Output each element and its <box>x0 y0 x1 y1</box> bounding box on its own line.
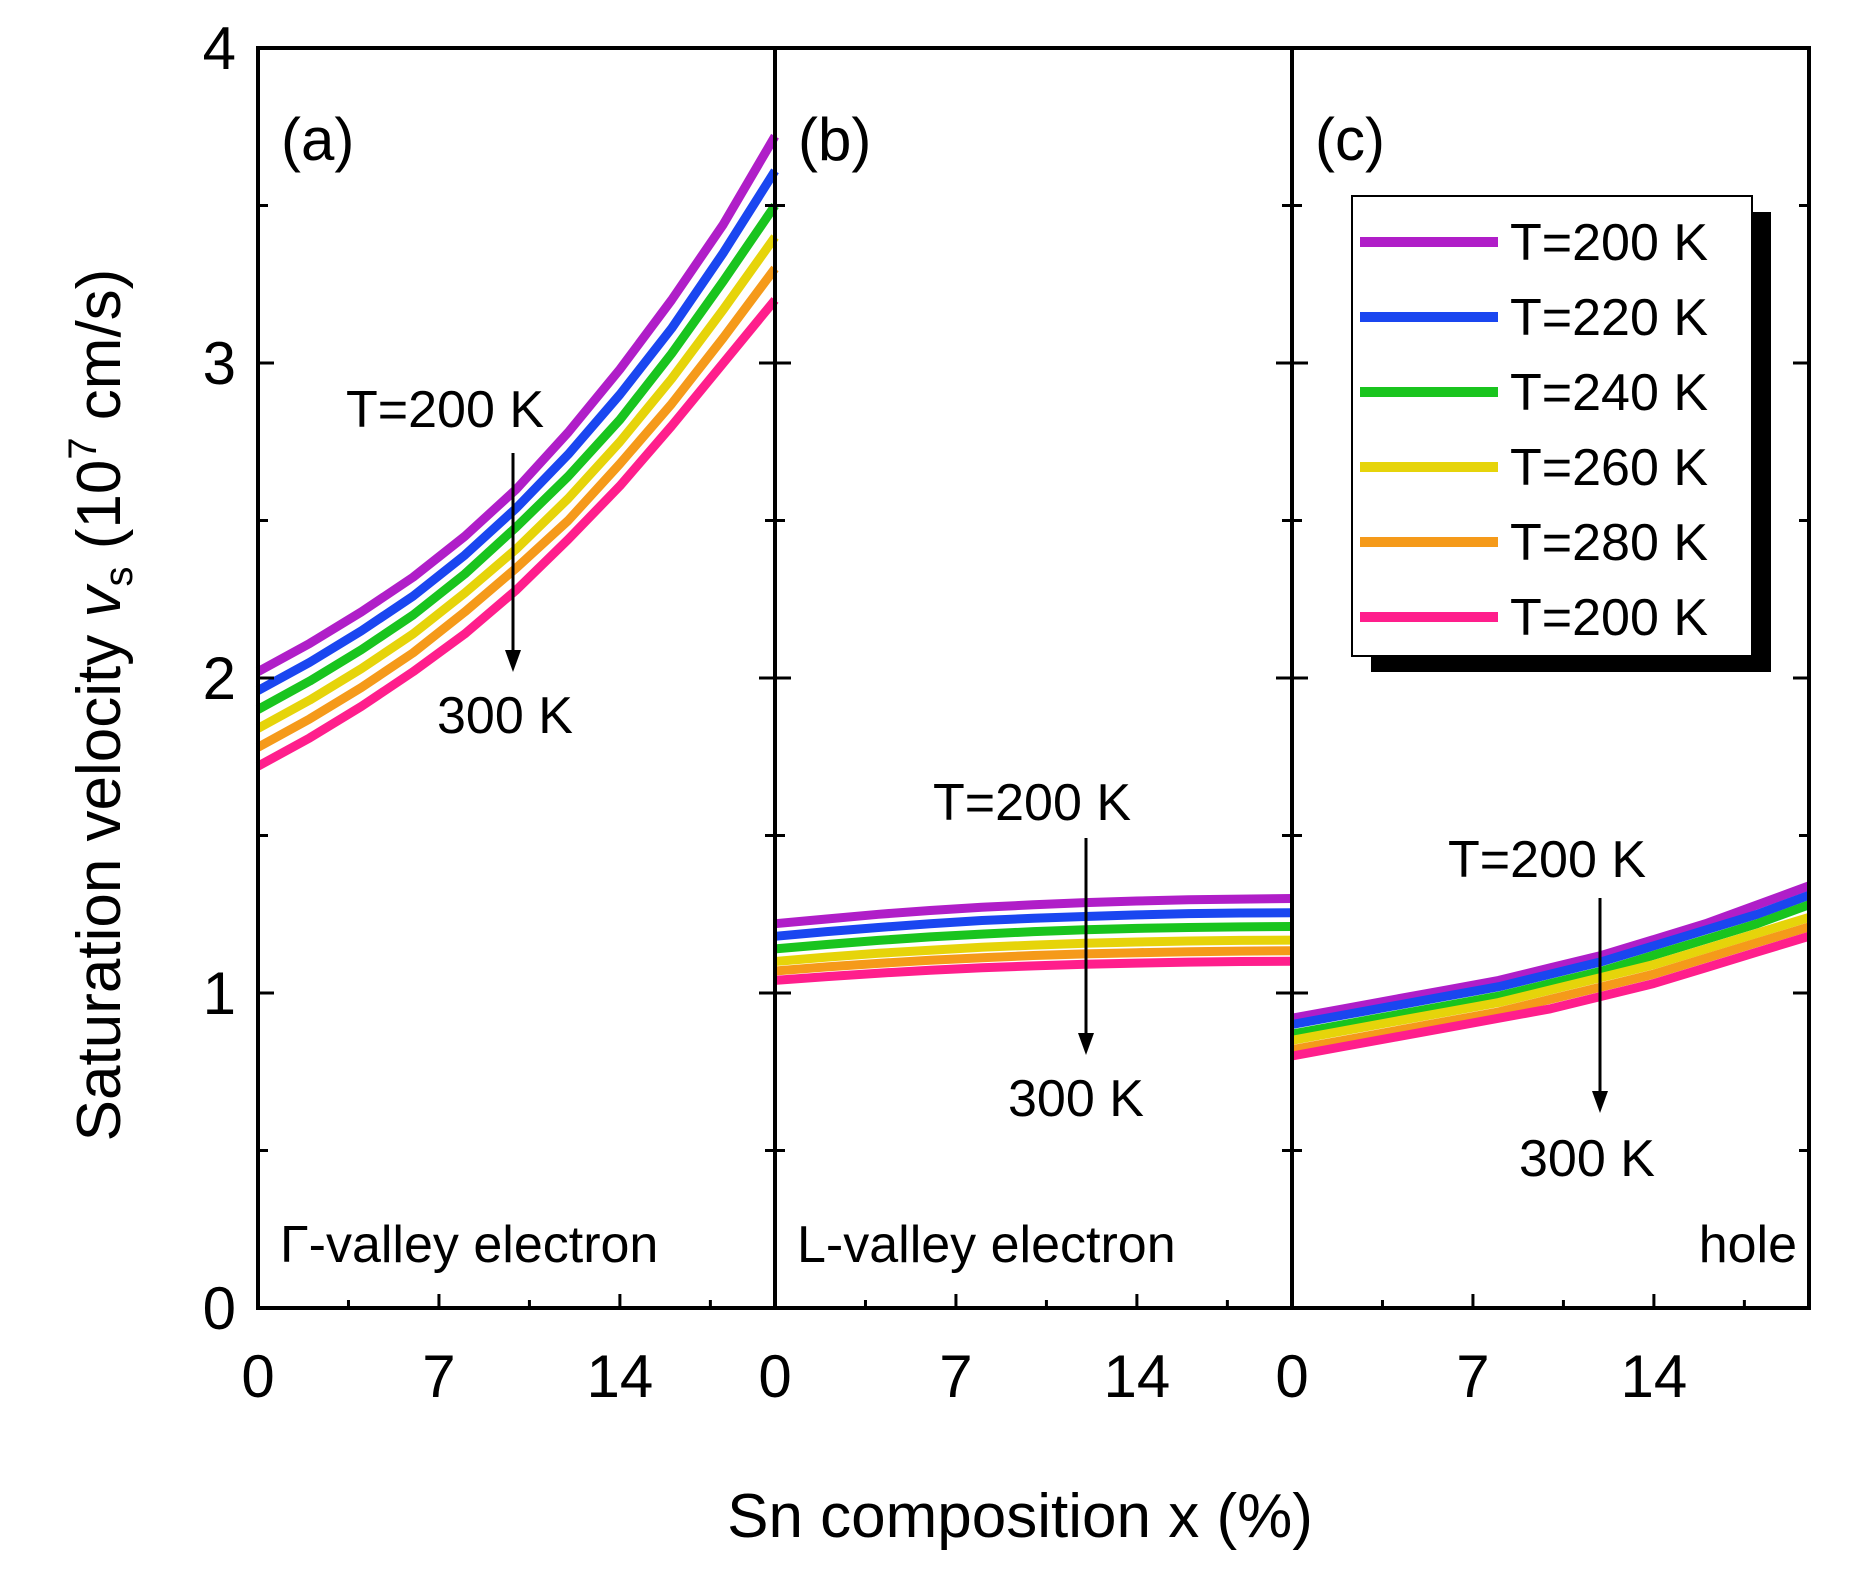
series-line-6 <box>255 297 779 771</box>
annotation-start-temp: T=200 K <box>1448 831 1646 889</box>
series-line-6 <box>774 956 1293 985</box>
legend-box <box>1351 195 1753 657</box>
x-tick-label: 14 <box>1104 1343 1171 1410</box>
panel-a: (a) Γ-valley electron T=200 K 300 K 0 7 14 <box>241 46 779 1410</box>
series-line-3 <box>255 202 779 714</box>
y-axis-title: Saturation velocity vs (107 cm/s) <box>61 269 141 1142</box>
annotation-start-temp: T=200 K <box>933 774 1131 832</box>
series-line-4 <box>255 234 779 733</box>
annotation-end-temp: 300 K <box>437 687 573 745</box>
legend-label: T=280 K <box>1510 514 1708 572</box>
y-tick-label: 0 <box>203 1275 236 1342</box>
series-line-2 <box>1291 891 1811 1029</box>
series-line-5 <box>1291 922 1811 1055</box>
legend-label: T=200 K <box>1510 214 1708 272</box>
panel-b: (b) L-valley electron T=200 K 300 K 0 7 14 <box>758 46 1293 1410</box>
y-tick-label: 4 <box>203 15 236 82</box>
y-tick-label: 3 <box>203 330 236 397</box>
carrier-label: L-valley electron <box>797 1216 1176 1274</box>
annotation-arrow-head <box>1592 1091 1608 1113</box>
legend-label: T=260 K <box>1510 439 1708 497</box>
series-line-1 <box>255 133 779 676</box>
legend-label: T=220 K <box>1510 289 1708 347</box>
panel-label: (a) <box>281 106 354 173</box>
series-line-2 <box>774 908 1293 941</box>
carrier-label: Γ-valley electron <box>280 1216 658 1274</box>
x-tick-label: 0 <box>241 1343 274 1410</box>
series-line-4 <box>1291 913 1811 1045</box>
legend-label: T=240 K <box>1510 364 1708 422</box>
carrier-label: hole <box>1699 1216 1797 1274</box>
y-tick-label: 1 <box>203 960 236 1027</box>
annotation-end-temp: 300 K <box>1008 1070 1144 1128</box>
panel-label: (c) <box>1315 106 1385 173</box>
axes-layer: 0 1 2 3 4 T=200 K T=220 K T=240 K T=260 K T=280 K… <box>203 15 1811 1342</box>
x-tick-label: 0 <box>758 1343 791 1410</box>
series-line-1 <box>774 894 1293 929</box>
series-line-3 <box>1291 900 1811 1039</box>
x-tick-label: 7 <box>422 1343 455 1410</box>
x-axis-title: Sn composition x (%) <box>727 1482 1313 1551</box>
panel-label: (b) <box>798 106 871 173</box>
x-tick-label: 0 <box>1275 1343 1308 1410</box>
series-line-2 <box>255 168 779 695</box>
plot-frame <box>256 46 1811 1310</box>
x-tick-label: 14 <box>587 1343 654 1410</box>
legend-label: T=200 K <box>1510 589 1708 647</box>
x-tick-label: 14 <box>1621 1343 1688 1410</box>
annotation-start-temp: T=200 K <box>346 381 544 439</box>
x-tick-label: 7 <box>1456 1343 1489 1410</box>
series-line-1 <box>1291 881 1811 1023</box>
annotation-arrow-head <box>505 650 521 672</box>
y-tick-label: 2 <box>203 645 236 712</box>
legend: T=200 K T=220 K T=240 K T=260 K T=280 K T=200… <box>1351 195 1771 672</box>
annotation-arrow-head <box>1078 1033 1094 1055</box>
annotation-end-temp: 300 K <box>1519 1130 1655 1188</box>
plot-layer: (a) Γ-valley electron T=200 K 300 K 0 7 14 (b) L… <box>241 46 1811 1410</box>
series-line-5 <box>255 265 779 752</box>
series-line-5 <box>774 946 1293 976</box>
series-line-4 <box>774 935 1293 966</box>
series-line-6 <box>1291 931 1811 1061</box>
panel-c: (c) hole T=200 K 300 K 0 7 14 <box>1275 46 1811 1410</box>
series-line-3 <box>774 922 1293 954</box>
x-tick-label: 7 <box>939 1343 972 1410</box>
